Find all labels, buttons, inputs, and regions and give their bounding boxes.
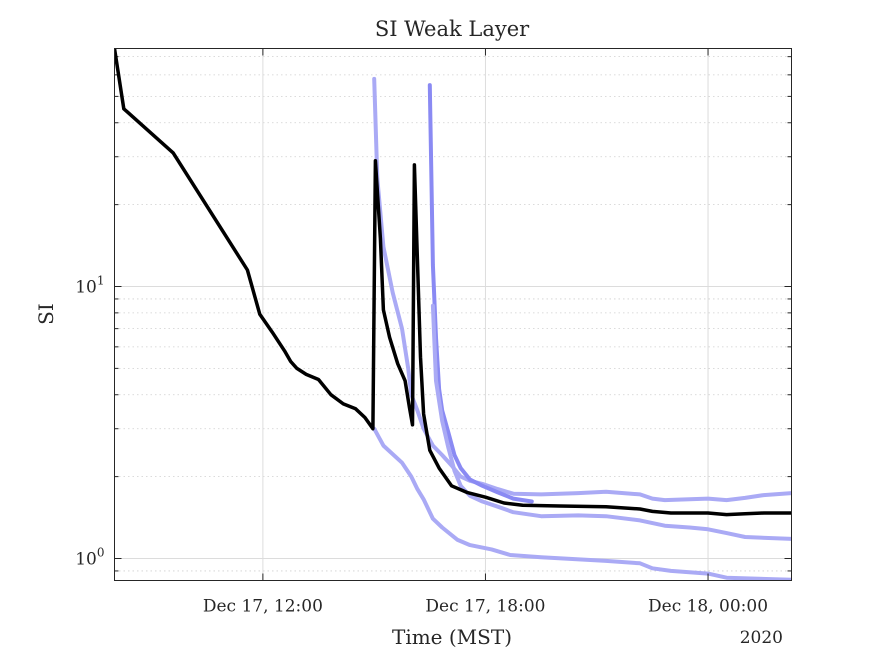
x-tick-label: Dec 17, 12:00 <box>203 597 323 617</box>
x-tick-label: Dec 18, 00:00 <box>648 597 768 617</box>
y-tick-label: 100 <box>75 545 104 569</box>
series-line-blue-1 <box>372 426 792 581</box>
x-axis-label: Time (MST) <box>392 625 512 649</box>
x-tick-label: Dec 17, 18:00 <box>425 597 545 617</box>
y-ticks: 100 101 <box>75 274 792 569</box>
chart-title: SI Weak Layer <box>375 17 530 41</box>
y-tick-label: 101 <box>75 274 104 298</box>
series-line-blue-0 <box>372 76 792 503</box>
series-lines <box>114 48 792 581</box>
x-year-label: 2020 <box>740 628 783 648</box>
x-ticks: Dec 17, 12:00 Dec 17, 18:00 Dec 18, 00:00 <box>203 48 768 617</box>
series-line-blue-3 <box>430 303 792 541</box>
y-axis-label: SI <box>34 303 58 325</box>
grid <box>114 48 792 581</box>
series-line-black <box>114 48 792 517</box>
plot-frame <box>114 48 792 581</box>
